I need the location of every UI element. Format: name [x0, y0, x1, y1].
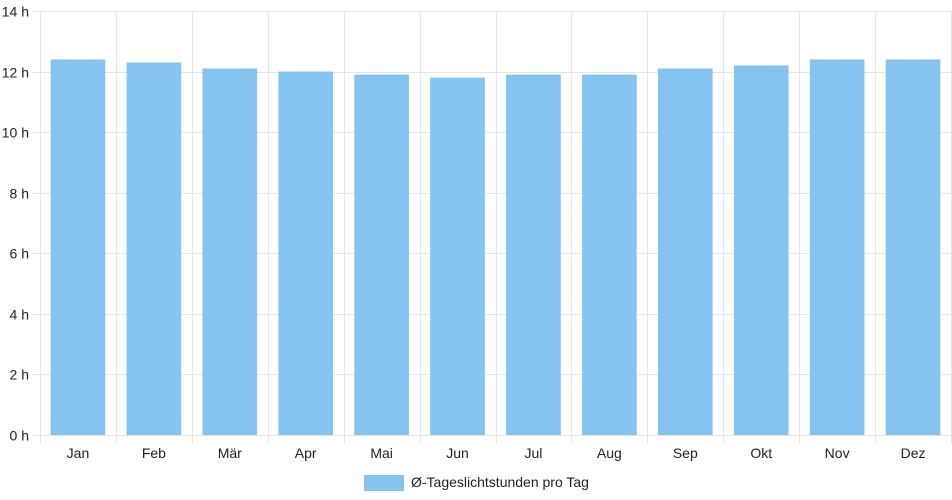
bar-nov[interactable]: [809, 59, 865, 435]
bars: [50, 59, 941, 436]
bar-apr[interactable]: [278, 71, 334, 436]
x-tick-label: Jan: [67, 445, 90, 461]
y-axis: 0 h 2 h 4 h 6 h 8 h 10 h 12 h 14 h: [2, 4, 29, 444]
x-tick-label: Feb: [142, 445, 166, 461]
x-tick-label: Mär: [218, 445, 242, 461]
bar-jan[interactable]: [50, 59, 106, 435]
x-tick-label: Jun: [446, 445, 469, 461]
legend-label[interactable]: Ø-Tageslichtstunden pro Tag: [411, 474, 589, 490]
y-tick-label: 2 h: [10, 367, 29, 383]
x-axis: Jan Feb Mär Apr Mai Jun Jul Aug Sep Okt Nov Dez: [67, 445, 926, 461]
bar-feb[interactable]: [126, 62, 182, 435]
y-tick-label: 12 h: [2, 65, 29, 81]
x-tick-label: Nov: [825, 445, 850, 461]
x-tick-label: Okt: [750, 445, 772, 461]
y-tick-label: 10 h: [2, 125, 29, 141]
bar-aug[interactable]: [582, 74, 637, 435]
bar-dez[interactable]: [885, 59, 941, 435]
grid-lines: [32, 11, 952, 443]
x-tick-label: Dez: [901, 445, 926, 461]
bar-jul[interactable]: [506, 74, 561, 435]
bar-sep[interactable]: [657, 68, 713, 436]
bar-mär[interactable]: [202, 68, 258, 436]
legend-swatch[interactable]: [364, 475, 404, 491]
x-tick-label: Apr: [295, 445, 317, 461]
y-tick-label: 4 h: [10, 307, 29, 323]
x-tick-label: Aug: [597, 445, 622, 461]
x-tick-label: Jul: [525, 445, 543, 461]
bar-jun[interactable]: [430, 77, 485, 435]
y-tick-label: 6 h: [10, 246, 29, 262]
y-tick-label: 14 h: [2, 4, 29, 20]
bar-mai[interactable]: [354, 74, 409, 435]
x-tick-label: Sep: [673, 445, 698, 461]
y-tick-label: 0 h: [10, 428, 29, 444]
x-tick-label: Mai: [370, 445, 393, 461]
legend[interactable]: Ø-Tageslichtstunden pro Tag: [364, 474, 589, 491]
bar-okt[interactable]: [733, 65, 789, 435]
y-tick-label: 8 h: [10, 186, 29, 202]
